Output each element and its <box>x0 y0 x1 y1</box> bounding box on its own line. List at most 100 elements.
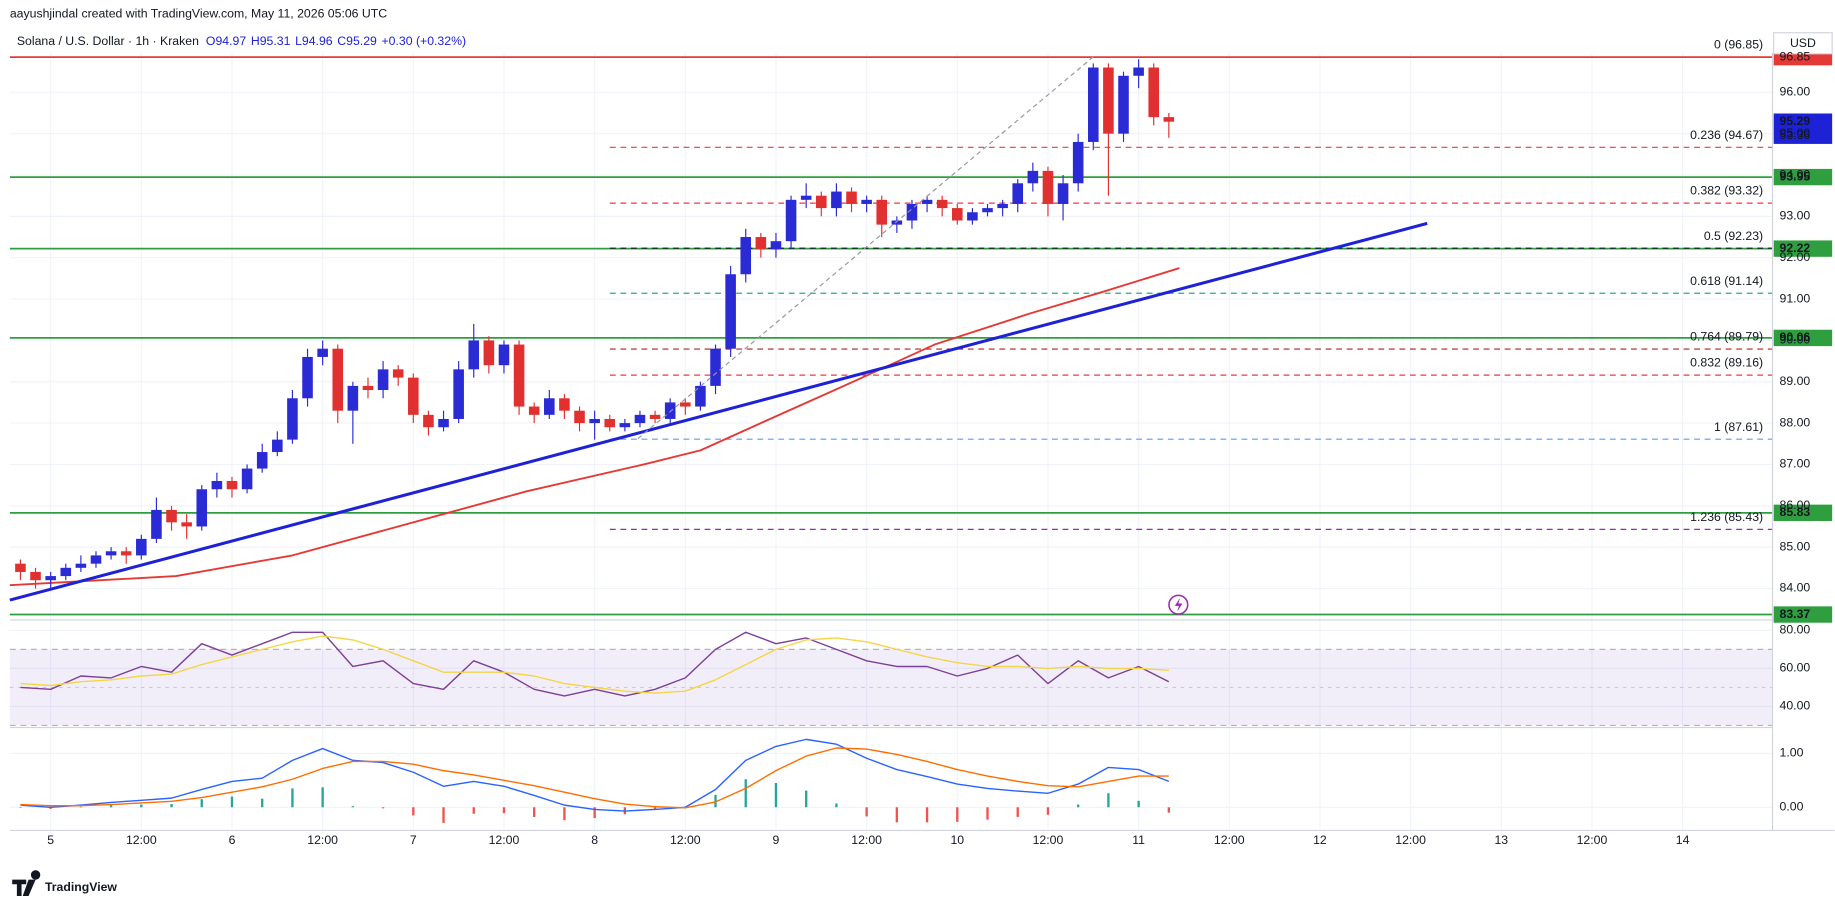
candle-body <box>574 410 585 424</box>
candle-body <box>1103 67 1114 134</box>
legend-value: L94.96 <box>295 34 333 48</box>
histogram-bar <box>714 794 717 808</box>
y-tick-label: 96.00 <box>1780 85 1811 99</box>
grid-layer <box>9 52 1773 831</box>
brand: TradingView <box>45 880 117 894</box>
candle-body <box>664 402 676 419</box>
brand-logo <box>12 870 41 896</box>
candle-body <box>559 398 570 411</box>
candle-body <box>876 199 888 225</box>
histogram-bar <box>1107 793 1110 808</box>
histogram-bar <box>835 803 838 808</box>
histogram-bar <box>956 807 959 822</box>
candle-body <box>287 398 298 440</box>
candle-body <box>1072 141 1084 184</box>
candle-body <box>800 195 812 200</box>
histogram-bar <box>774 783 778 808</box>
histogram-bar <box>502 807 506 814</box>
y-tick-label: 94.00 <box>1780 167 1811 181</box>
legend-value: O94.97 <box>206 34 246 48</box>
candle-body <box>846 191 857 204</box>
candle-body <box>967 212 978 221</box>
candle-body <box>408 377 419 415</box>
candle-body <box>785 199 797 242</box>
alert-icon[interactable] <box>1168 594 1189 615</box>
histogram-bar <box>986 807 989 820</box>
fib-trend-line <box>637 55 1095 440</box>
attribution: aayushjindal created with TradingView.co… <box>10 6 387 20</box>
histogram-bar <box>19 807 22 808</box>
fib-label: 0.832 (89.16) <box>1690 356 1763 370</box>
x-tick-label: 7 <box>410 833 417 847</box>
x-tick-label: 12:00 <box>1033 833 1064 847</box>
x-tick-label: 6 <box>229 833 236 847</box>
histogram-bar <box>321 787 324 808</box>
y-tick-label: 88.00 <box>1780 415 1811 429</box>
moving-average <box>9 267 1180 587</box>
candle-body <box>483 340 495 366</box>
candle-body <box>649 414 661 419</box>
candle-body <box>891 220 903 225</box>
histogram-bar <box>79 806 83 808</box>
candle-body <box>226 480 238 490</box>
candle-body <box>1163 117 1175 122</box>
histogram-bar <box>49 807 52 809</box>
current-price-label: 95.29 <box>1780 114 1811 128</box>
candle-body <box>423 414 434 428</box>
level-label-box <box>1773 168 1833 186</box>
histogram-bar <box>1077 804 1080 808</box>
symbol-title: Solana / U.S. Dollar · 1h · Kraken <box>17 34 199 48</box>
level-label: 92.22 <box>1780 241 1811 255</box>
histogram-bar <box>533 807 536 817</box>
candle-body <box>151 509 162 539</box>
candle-body <box>136 538 147 556</box>
x-tick-label: 12 <box>1313 833 1327 847</box>
alert-bolt[interactable] <box>1174 597 1183 612</box>
candle-body <box>513 344 525 407</box>
indicator-line <box>20 631 1170 697</box>
histogram-bar <box>895 807 899 823</box>
histogram-bar <box>563 807 566 821</box>
y-tick-label: 80.00 <box>1780 623 1811 637</box>
candle-body <box>75 563 87 568</box>
histogram-bar <box>1046 807 1050 815</box>
candle-body <box>302 356 313 399</box>
marks-layer <box>9 48 1833 823</box>
fib-label: 0.764 (89.79) <box>1690 330 1763 344</box>
x-tick-label: 12:00 <box>1395 833 1426 847</box>
histogram-bar <box>925 807 929 823</box>
candle-body <box>906 203 918 221</box>
fib-label: 1 (87.61) <box>1714 420 1763 434</box>
candle-body <box>710 348 721 386</box>
candle-body <box>105 551 117 556</box>
symbol-legend: Solana / U.S. Dollar · 1h · Kraken O94.97… <box>17 34 466 48</box>
histogram-bar <box>472 807 475 814</box>
currency-box[interactable] <box>1773 32 1833 55</box>
candle-body <box>256 452 268 469</box>
candle-body <box>1012 183 1024 204</box>
fib-label: 0.382 (93.32) <box>1690 184 1763 198</box>
x-tick-label: 12:00 <box>307 833 338 847</box>
candle-body <box>1118 75 1129 134</box>
candle-body <box>921 199 933 204</box>
resistance-label: 96.85 <box>1780 49 1811 63</box>
x-tick-label: 12:00 <box>489 833 520 847</box>
candle-body <box>725 274 736 349</box>
candle-body <box>272 439 283 453</box>
candle-body <box>362 385 374 391</box>
candle-body <box>1057 183 1069 204</box>
candle-body <box>45 576 56 581</box>
candle-body <box>619 423 631 428</box>
histogram-bar <box>291 788 294 808</box>
y-tick-label: 87.00 <box>1780 457 1811 471</box>
candle-body <box>30 571 41 581</box>
candle-body <box>604 418 616 428</box>
x-tick-label: 12:00 <box>1214 833 1245 847</box>
x-tick-label: 8 <box>591 833 598 847</box>
currency[interactable]: USD <box>1790 36 1816 50</box>
histogram-bar <box>865 807 868 817</box>
histogram-bar <box>442 807 445 823</box>
candle-body <box>166 509 177 523</box>
y-tick-label: 86.00 <box>1780 498 1811 512</box>
